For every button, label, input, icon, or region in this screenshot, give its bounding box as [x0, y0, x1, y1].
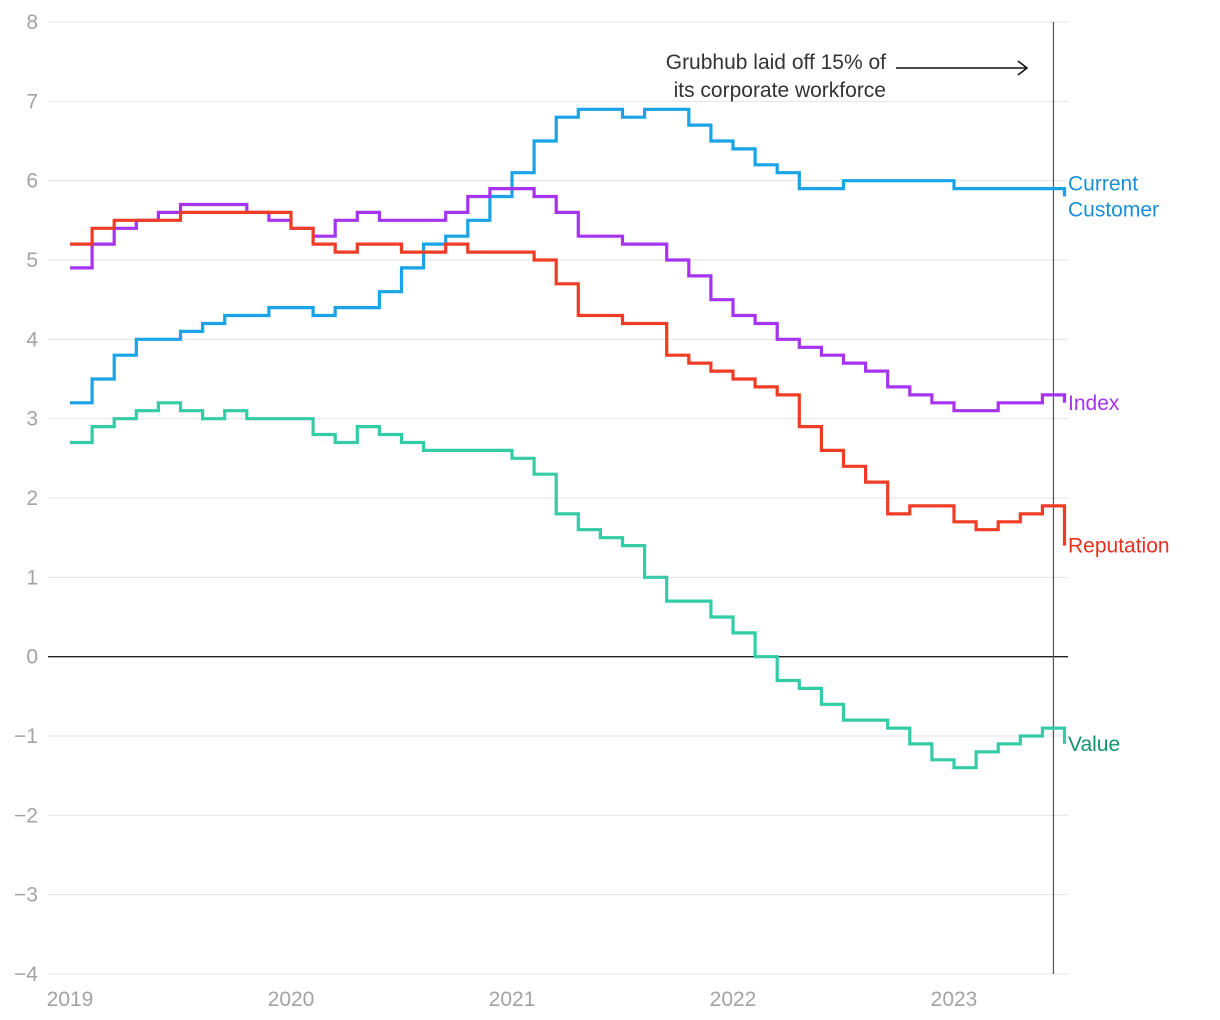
y-tick-label: −4: [14, 963, 38, 986]
annotation-line: Grubhub laid off 15% of: [666, 51, 886, 74]
current-customer-label: Current: [1068, 173, 1138, 196]
x-axis-tick-labels: 2019 2020 2021 2022 2023: [47, 988, 978, 1011]
current-customer-line: [70, 107, 1067, 405]
y-tick-label: 3: [26, 408, 38, 431]
index-line: [70, 187, 1067, 413]
x-tick-label: 2021: [489, 988, 536, 1011]
y-tick-label: −3: [14, 884, 38, 907]
value-label: Value: [1068, 733, 1120, 756]
reputation-label: Reputation: [1068, 535, 1170, 558]
reputation-line: [70, 210, 1067, 546]
y-tick-label: 7: [26, 90, 38, 113]
annotation-line: its corporate workforce: [674, 79, 886, 102]
series-lines: [70, 107, 1067, 770]
index-label: Index: [1068, 392, 1120, 415]
current-customer-label: Customer: [1068, 199, 1159, 222]
annotation-arrowhead: [1017, 60, 1029, 76]
x-tick-label: 2023: [931, 988, 978, 1011]
y-axis-tick-labels: 8 7 6 5 4 3 2 1 0 −1 −2 −3 −4: [14, 11, 38, 986]
series-labels: Current Customer Index Reputation Value: [1068, 173, 1170, 756]
y-tick-label: 5: [26, 249, 38, 272]
y-tick-label: 8: [26, 11, 38, 34]
y-tick-label: 2: [26, 487, 38, 510]
y-tick-label: 0: [26, 646, 38, 669]
y-tick-label: 6: [26, 170, 38, 193]
x-tick-label: 2019: [47, 988, 94, 1011]
y-tick-label: 4: [26, 328, 38, 351]
x-tick-label: 2020: [268, 988, 315, 1011]
y-tick-label: −2: [14, 804, 38, 827]
annotation: Grubhub laid off 15% of its corporate wor…: [666, 51, 886, 102]
value-line: [70, 401, 1067, 770]
gridlines: [48, 21, 1068, 975]
y-tick-label: −1: [14, 725, 38, 748]
x-tick-label: 2022: [710, 988, 757, 1011]
y-tick-label: 1: [26, 566, 38, 589]
